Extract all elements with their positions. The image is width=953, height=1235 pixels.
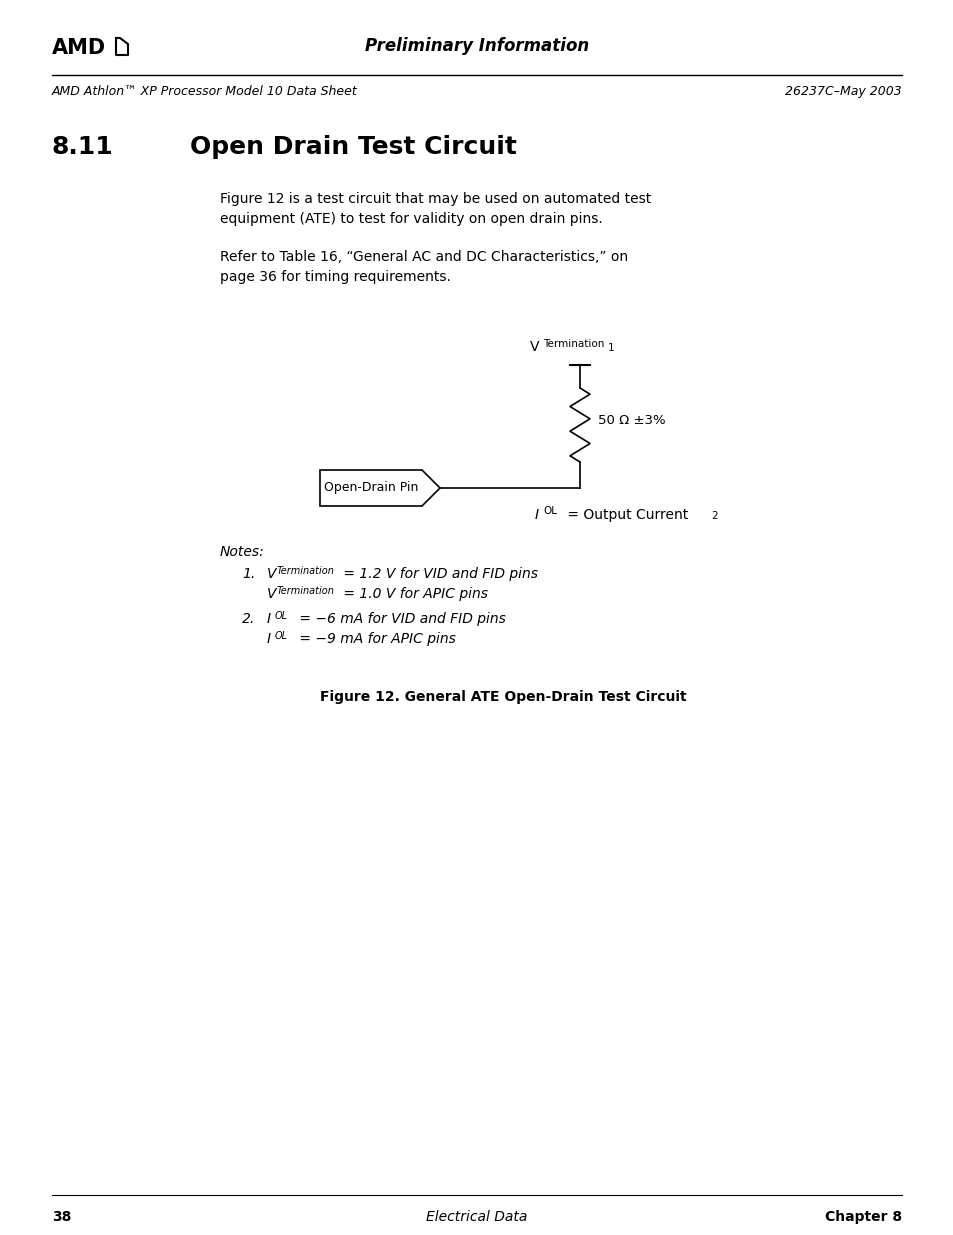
Text: Preliminary Information: Preliminary Information [364, 37, 589, 56]
Text: equipment (ATE) to test for validity on open drain pins.: equipment (ATE) to test for validity on … [220, 212, 602, 226]
Text: Electrical Data: Electrical Data [426, 1210, 527, 1224]
Text: 2.: 2. [242, 613, 255, 626]
Text: V: V [530, 340, 539, 354]
Text: 50 Ω ±3%: 50 Ω ±3% [598, 414, 665, 426]
Text: OL: OL [274, 611, 288, 621]
Text: AMD: AMD [52, 38, 106, 58]
Text: AMD Athlon™ XP Processor Model 10 Data Sheet: AMD Athlon™ XP Processor Model 10 Data S… [52, 85, 357, 98]
Text: 2: 2 [710, 511, 717, 521]
Text: OL: OL [274, 631, 288, 641]
Text: I: I [535, 508, 538, 522]
Text: 38: 38 [52, 1210, 71, 1224]
Text: I: I [267, 632, 271, 646]
Text: 8.11: 8.11 [52, 135, 113, 159]
Text: = −6 mA for VID and FID pins: = −6 mA for VID and FID pins [294, 613, 505, 626]
Text: Figure 12 is a test circuit that may be used on automated test: Figure 12 is a test circuit that may be … [220, 191, 651, 206]
Text: Refer to Table 16, “General AC and DC Characteristics,” on: Refer to Table 16, “General AC and DC Ch… [220, 249, 627, 264]
Text: General ATE Open-Drain Test Circuit: General ATE Open-Drain Test Circuit [390, 690, 686, 704]
Text: Open Drain Test Circuit: Open Drain Test Circuit [190, 135, 517, 159]
Text: OL: OL [542, 506, 557, 516]
Text: Figure 12.: Figure 12. [319, 690, 399, 704]
Text: Chapter 8: Chapter 8 [824, 1210, 901, 1224]
Text: page 36 for timing requirements.: page 36 for timing requirements. [220, 270, 451, 284]
Text: V: V [267, 587, 276, 601]
Text: I: I [267, 613, 271, 626]
Text: V: V [267, 567, 276, 580]
Text: Termination: Termination [542, 338, 604, 350]
Text: 26237C–May 2003: 26237C–May 2003 [784, 85, 901, 98]
Text: = 1.0 V for APIC pins: = 1.0 V for APIC pins [338, 587, 488, 601]
Text: Notes:: Notes: [220, 545, 265, 559]
Text: 1: 1 [607, 343, 614, 353]
Text: = Output Current: = Output Current [562, 508, 687, 522]
Text: = 1.2 V for VID and FID pins: = 1.2 V for VID and FID pins [338, 567, 537, 580]
Text: = −9 mA for APIC pins: = −9 mA for APIC pins [294, 632, 456, 646]
Text: Termination: Termination [276, 566, 335, 576]
Text: Termination: Termination [276, 585, 335, 597]
Text: Open-Drain Pin: Open-Drain Pin [323, 482, 417, 494]
Text: 1.: 1. [242, 567, 255, 580]
